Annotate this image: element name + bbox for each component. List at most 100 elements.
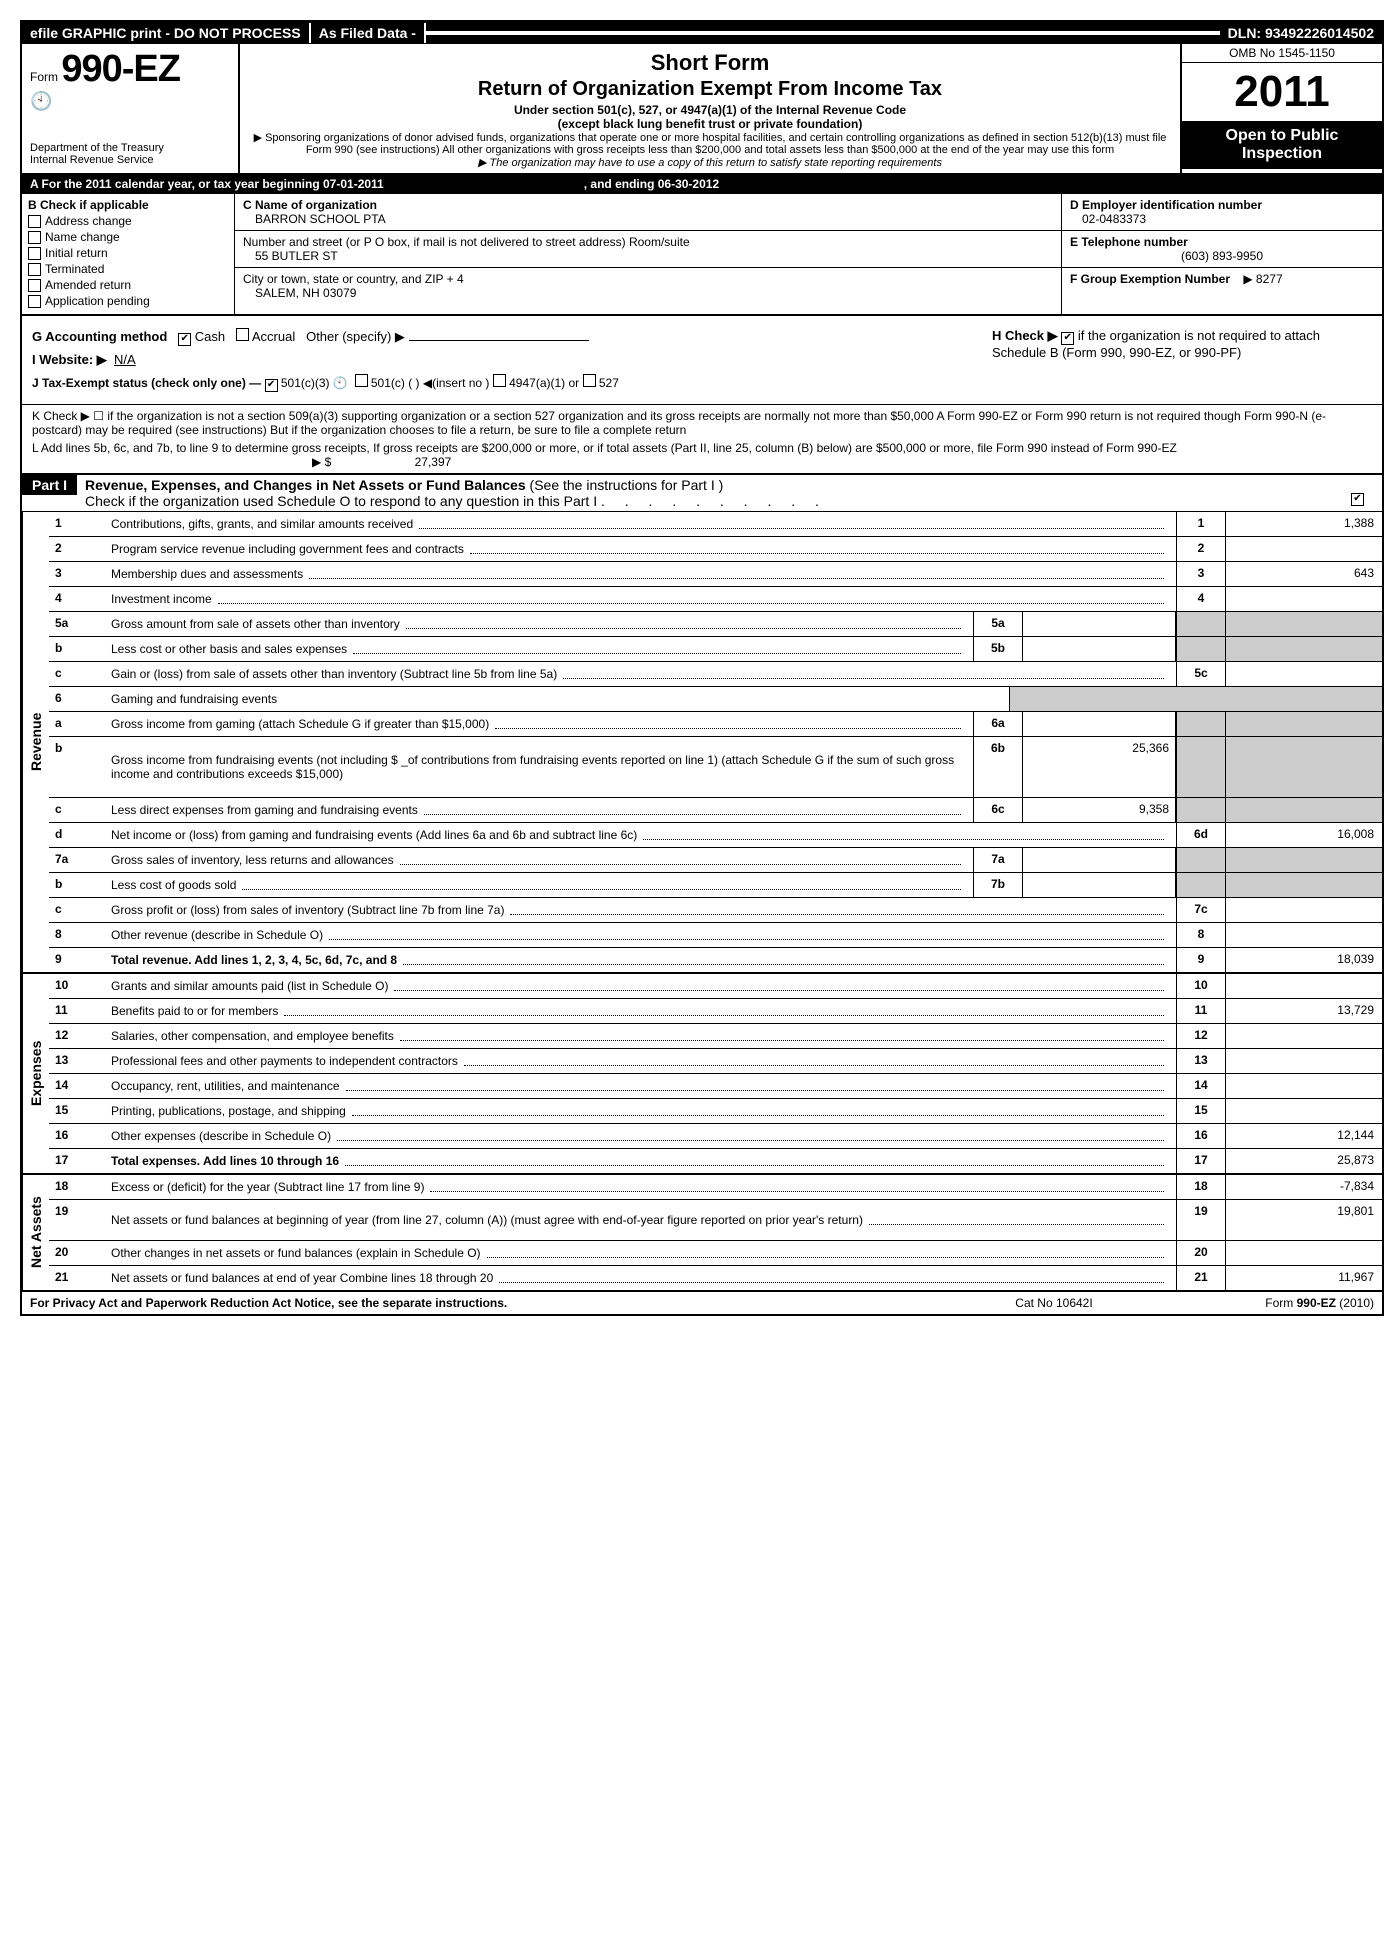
line-number: 8 <box>49 923 105 947</box>
line-desc: Total expenses. Add lines 10 through 16 <box>105 1149 1176 1173</box>
table-row: bLess cost or other basis and sales expe… <box>49 637 1382 662</box>
cb-terminated[interactable] <box>28 263 41 276</box>
right-line-num: 12 <box>1176 1024 1225 1048</box>
table-row: 12Salaries, other compensation, and empl… <box>49 1024 1382 1049</box>
cb-accrual[interactable] <box>236 328 249 341</box>
right-line-val: 16,008 <box>1225 823 1382 847</box>
mid-line-num: 5b <box>973 637 1023 661</box>
cb-501c[interactable] <box>355 374 368 387</box>
cb-4947[interactable] <box>493 374 506 387</box>
table-row: 20Other changes in net assets or fund ba… <box>49 1241 1382 1266</box>
line-number: 20 <box>49 1241 105 1265</box>
revenue-section: Revenue 1Contributions, gifts, grants, a… <box>22 512 1382 974</box>
line-desc: Less direct expenses from gaming and fun… <box>105 798 973 822</box>
cb-501c3[interactable] <box>265 379 278 392</box>
right-line-val <box>1225 1049 1382 1073</box>
spacer <box>426 31 1220 35</box>
line-desc: Other changes in net assets or fund bala… <box>105 1241 1176 1265</box>
cb-initial[interactable] <box>28 247 41 260</box>
cb-name[interactable] <box>28 231 41 244</box>
h-text1: H Check ▶ <box>992 328 1061 343</box>
right-line-num: 17 <box>1176 1149 1225 1173</box>
side-expenses: Expenses <box>22 974 49 1173</box>
cb-amended[interactable] <box>28 279 41 292</box>
header-right: OMB No 1545-1150 2011 Open to Public Ins… <box>1180 44 1382 173</box>
right-line-num: 4 <box>1176 587 1225 611</box>
line-number: 1 <box>49 512 105 536</box>
line-number: 21 <box>49 1266 105 1290</box>
right-line-val: 18,039 <box>1225 948 1382 972</box>
right-line-num: 6d <box>1176 823 1225 847</box>
col-b-label: B Check if applicable <box>28 198 228 212</box>
line-number: 3 <box>49 562 105 586</box>
part1-hint: (See the instructions for Part I ) <box>530 477 724 493</box>
col-c: C Name of organization BARRON SCHOOL PTA… <box>235 194 1062 314</box>
right-line-num: 9 <box>1176 948 1225 972</box>
line-l-amt-label: ▶ $ <box>312 455 331 469</box>
cb-h[interactable] <box>1061 332 1074 345</box>
table-row: dNet income or (loss) from gaming and fu… <box>49 823 1382 848</box>
table-row: cGross profit or (loss) from sales of in… <box>49 898 1382 923</box>
expenses-section: Expenses 10Grants and similar amounts pa… <box>22 974 1382 1175</box>
line-desc: Total revenue. Add lines 1, 2, 3, 4, 5c,… <box>105 948 1176 972</box>
table-row: 3Membership dues and assessments3643 <box>49 562 1382 587</box>
c-street: 55 BUTLER ST <box>243 249 1053 263</box>
omb: OMB No 1545-1150 <box>1182 44 1382 63</box>
cb-527[interactable] <box>583 374 596 387</box>
header-left: Form 990-EZ 🕙 Department of the Treasury… <box>22 44 240 173</box>
box-ghij: G Accounting method Cash Accrual Other (… <box>22 316 1382 405</box>
right-line-val <box>1225 1024 1382 1048</box>
footer-m: Cat No 10642I <box>954 1296 1154 1310</box>
line-k: K Check ▶ ☐ if the organization is not a… <box>32 409 1372 437</box>
footer-l: For Privacy Act and Paperwork Reduction … <box>30 1296 954 1310</box>
right-line-num: 7c <box>1176 898 1225 922</box>
cb-cash[interactable] <box>178 333 191 346</box>
sub1: Under section 501(c), 527, or 4947(a)(1)… <box>248 103 1172 117</box>
c-city-label: City or town, state or country, and ZIP … <box>243 272 1053 286</box>
right-line-num: 8 <box>1176 923 1225 947</box>
line-number: 5a <box>49 612 105 636</box>
right-line-num: 2 <box>1176 537 1225 561</box>
line-l-amt: 27,397 <box>415 455 452 469</box>
right-line-num: 21 <box>1176 1266 1225 1290</box>
mid-line-num: 6a <box>973 712 1023 736</box>
cb-address[interactable] <box>28 215 41 228</box>
right-line-num: 3 <box>1176 562 1225 586</box>
cb-pending[interactable] <box>28 295 41 308</box>
col-b: B Check if applicable Address change Nam… <box>22 194 235 314</box>
right-line-num: 16 <box>1176 1124 1225 1148</box>
table-row: 21Net assets or fund balances at end of … <box>49 1266 1382 1290</box>
table-row: 10Grants and similar amounts paid (list … <box>49 974 1382 999</box>
right-line-val <box>1225 1241 1382 1265</box>
form-990ez-page: efile GRAPHIC print - DO NOT PROCESS As … <box>20 20 1384 1316</box>
table-row: 19Net assets or fund balances at beginni… <box>49 1200 1382 1241</box>
c-name-label: C Name of organization <box>243 198 1053 212</box>
d-val: 02-0483373 <box>1070 212 1374 226</box>
line-desc: Grants and similar amounts paid (list in… <box>105 974 1176 998</box>
line-desc: Net income or (loss) from gaming and fun… <box>105 823 1176 847</box>
table-row: 11Benefits paid to or for members1113,72… <box>49 999 1382 1024</box>
short-form: Short Form <box>248 50 1172 76</box>
header-mid: Short Form Return of Organization Exempt… <box>240 44 1180 173</box>
side-netassets: Net Assets <box>22 1175 49 1290</box>
c-name: BARRON SCHOOL PTA <box>243 212 1053 226</box>
table-row: bGross income from fundraising events (n… <box>49 737 1382 798</box>
open-public: Open to Public Inspection <box>1182 121 1382 169</box>
right-line-val: 11,967 <box>1225 1266 1382 1290</box>
cb-part1[interactable] <box>1351 493 1364 506</box>
line-desc: Net assets or fund balances at end of ye… <box>105 1266 1176 1290</box>
line-desc: Gross profit or (loss) from sales of inv… <box>105 898 1176 922</box>
table-row: 18Excess or (deficit) for the year (Subt… <box>49 1175 1382 1200</box>
line-desc: Occupancy, rent, utilities, and maintena… <box>105 1074 1176 1098</box>
right-line-num: 5c <box>1176 662 1225 686</box>
part1-title: Revenue, Expenses, and Changes in Net As… <box>85 477 526 493</box>
efile-notice: efile GRAPHIC print - DO NOT PROCESS <box>22 23 311 43</box>
right-line-val: 13,729 <box>1225 999 1382 1023</box>
header: Form 990-EZ 🕙 Department of the Treasury… <box>22 44 1382 175</box>
line-number: b <box>49 737 105 797</box>
f-label: F Group Exemption Number <box>1070 272 1230 286</box>
right-line-num: 14 <box>1176 1074 1225 1098</box>
part1-header: Part I Revenue, Expenses, and Changes in… <box>22 475 1382 512</box>
line-number: 12 <box>49 1024 105 1048</box>
right-line-num: 13 <box>1176 1049 1225 1073</box>
